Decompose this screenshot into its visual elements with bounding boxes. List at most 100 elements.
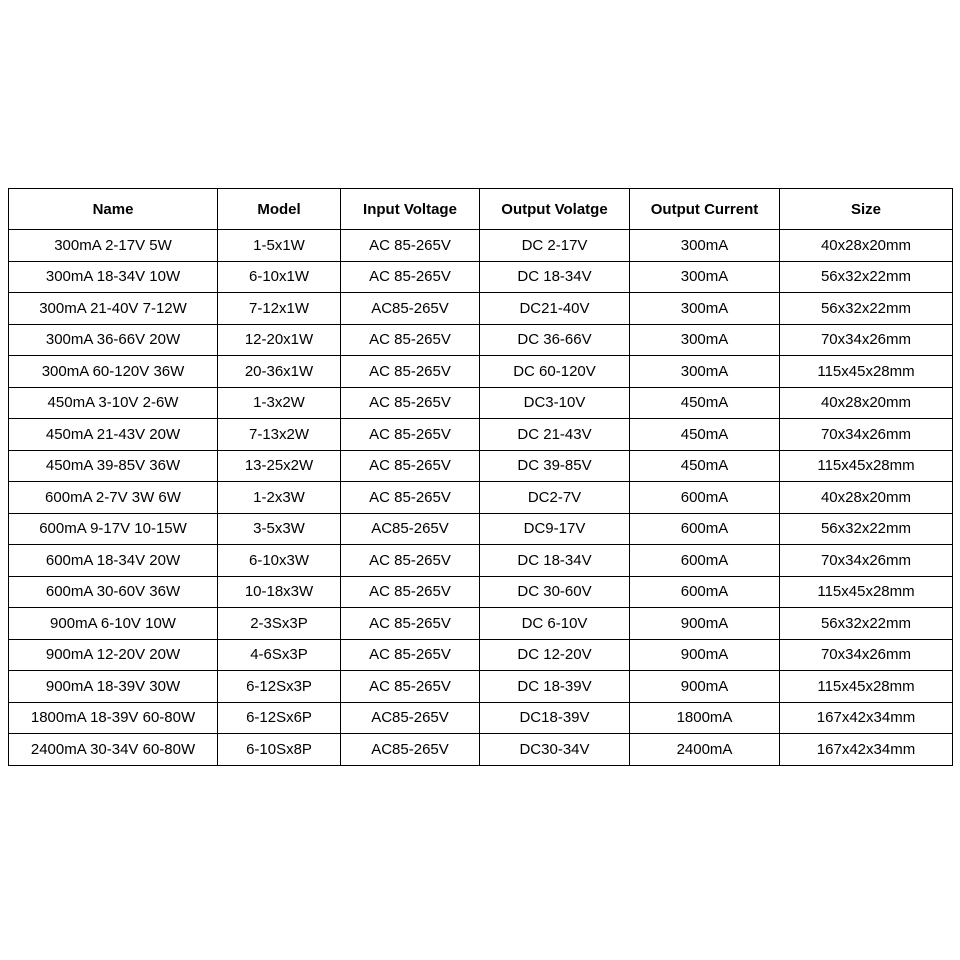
table-cell: AC85-265V [341,293,480,325]
specs-table-container: Name Model Input Voltage Output Volatge … [8,188,952,766]
table-cell: DC9-17V [480,513,630,545]
table-cell: 115x45x28mm [780,576,953,608]
table-cell: AC 85-265V [341,576,480,608]
table-cell: AC 85-265V [341,419,480,451]
table-cell: 56x32x22mm [780,513,953,545]
table-row: 300mA 18-34V 10W6-10x1WAC 85-265VDC 18-3… [9,261,953,293]
table-cell: 56x32x22mm [780,261,953,293]
table-row: 900mA 12-20V 20W4-6Sx3PAC 85-265VDC 12-2… [9,639,953,671]
table-cell: 300mA [630,293,780,325]
table-cell: 56x32x22mm [780,293,953,325]
col-header-model: Model [218,189,341,230]
table-cell: DC 21-43V [480,419,630,451]
table-cell: AC 85-265V [341,324,480,356]
col-header-output-current: Output Current [630,189,780,230]
table-cell: AC 85-265V [341,356,480,388]
table-cell: 13-25x2W [218,450,341,482]
table-body: 300mA 2-17V 5W1-5x1WAC 85-265VDC 2-17V30… [9,230,953,766]
table-cell: 600mA 30-60V 36W [9,576,218,608]
table-cell: 300mA 18-34V 10W [9,261,218,293]
table-cell: DC3-10V [480,387,630,419]
table-cell: 600mA [630,482,780,514]
table-cell: 1800mA 18-39V 60-80W [9,702,218,734]
table-header-row: Name Model Input Voltage Output Volatge … [9,189,953,230]
table-cell: 40x28x20mm [780,387,953,419]
table-cell: 167x42x34mm [780,734,953,766]
table-cell: 40x28x20mm [780,230,953,262]
table-cell: 70x34x26mm [780,419,953,451]
table-row: 450mA 39-85V 36W13-25x2WAC 85-265VDC 39-… [9,450,953,482]
table-row: 600mA 2-7V 3W 6W1-2x3WAC 85-265VDC2-7V60… [9,482,953,514]
table-cell: DC21-40V [480,293,630,325]
table-cell: 600mA 9-17V 10-15W [9,513,218,545]
table-row: 300mA 60-120V 36W20-36x1WAC 85-265VDC 60… [9,356,953,388]
table-cell: 300mA 60-120V 36W [9,356,218,388]
table-cell: 450mA 39-85V 36W [9,450,218,482]
table-cell: 7-13x2W [218,419,341,451]
col-header-input-voltage: Input Voltage [341,189,480,230]
table-cell: 115x45x28mm [780,356,953,388]
table-cell: AC85-265V [341,513,480,545]
table-cell: DC 18-39V [480,671,630,703]
table-cell: DC 60-120V [480,356,630,388]
table-cell: DC18-39V [480,702,630,734]
table-cell: 115x45x28mm [780,450,953,482]
col-header-output-voltage: Output Volatge [480,189,630,230]
table-cell: DC 6-10V [480,608,630,640]
specs-table: Name Model Input Voltage Output Volatge … [8,188,953,766]
table-cell: 900mA 18-39V 30W [9,671,218,703]
table-cell: 900mA [630,608,780,640]
table-cell: AC 85-265V [341,639,480,671]
table-cell: 600mA 18-34V 20W [9,545,218,577]
table-cell: 900mA 12-20V 20W [9,639,218,671]
table-row: 600mA 18-34V 20W6-10x3WAC 85-265VDC 18-3… [9,545,953,577]
table-cell: AC 85-265V [341,230,480,262]
table-cell: DC 2-17V [480,230,630,262]
table-cell: 300mA 36-66V 20W [9,324,218,356]
table-cell: 70x34x26mm [780,324,953,356]
table-cell: 450mA [630,419,780,451]
table-cell: AC 85-265V [341,482,480,514]
table-cell: 7-12x1W [218,293,341,325]
table-cell: AC85-265V [341,702,480,734]
table-cell: 3-5x3W [218,513,341,545]
table-cell: 115x45x28mm [780,671,953,703]
table-row: 300mA 21-40V 7-12W7-12x1WAC85-265VDC21-4… [9,293,953,325]
col-header-name: Name [9,189,218,230]
table-cell: DC 39-85V [480,450,630,482]
table-row: 1800mA 18-39V 60-80W6-12Sx6PAC85-265VDC1… [9,702,953,734]
table-cell: 6-10Sx8P [218,734,341,766]
table-cell: 600mA [630,576,780,608]
table-cell: 600mA [630,513,780,545]
table-cell: 6-12Sx3P [218,671,341,703]
table-cell: 70x34x26mm [780,545,953,577]
table-cell: 6-10x1W [218,261,341,293]
table-cell: 1-5x1W [218,230,341,262]
table-cell: 450mA 3-10V 2-6W [9,387,218,419]
table-cell: 4-6Sx3P [218,639,341,671]
table-cell: AC 85-265V [341,261,480,293]
table-cell: DC 18-34V [480,261,630,293]
table-cell: 6-12Sx6P [218,702,341,734]
table-row: 900mA 18-39V 30W6-12Sx3PAC 85-265VDC 18-… [9,671,953,703]
table-cell: 2400mA 30-34V 60-80W [9,734,218,766]
table-cell: AC 85-265V [341,545,480,577]
table-row: 600mA 9-17V 10-15W3-5x3WAC85-265VDC9-17V… [9,513,953,545]
table-row: 2400mA 30-34V 60-80W6-10Sx8PAC85-265VDC3… [9,734,953,766]
table-cell: DC 18-34V [480,545,630,577]
table-cell: 600mA 2-7V 3W 6W [9,482,218,514]
table-cell: 300mA [630,261,780,293]
table-row: 600mA 30-60V 36W10-18x3WAC 85-265VDC 30-… [9,576,953,608]
table-cell: DC2-7V [480,482,630,514]
table-cell: 2-3Sx3P [218,608,341,640]
table-cell: AC 85-265V [341,608,480,640]
table-cell: 900mA 6-10V 10W [9,608,218,640]
table-cell: 900mA [630,671,780,703]
table-row: 450mA 21-43V 20W7-13x2WAC 85-265VDC 21-4… [9,419,953,451]
table-cell: 450mA [630,450,780,482]
col-header-size: Size [780,189,953,230]
table-cell: 1-3x2W [218,387,341,419]
table-cell: 300mA [630,324,780,356]
table-cell: 6-10x3W [218,545,341,577]
table-cell: 12-20x1W [218,324,341,356]
